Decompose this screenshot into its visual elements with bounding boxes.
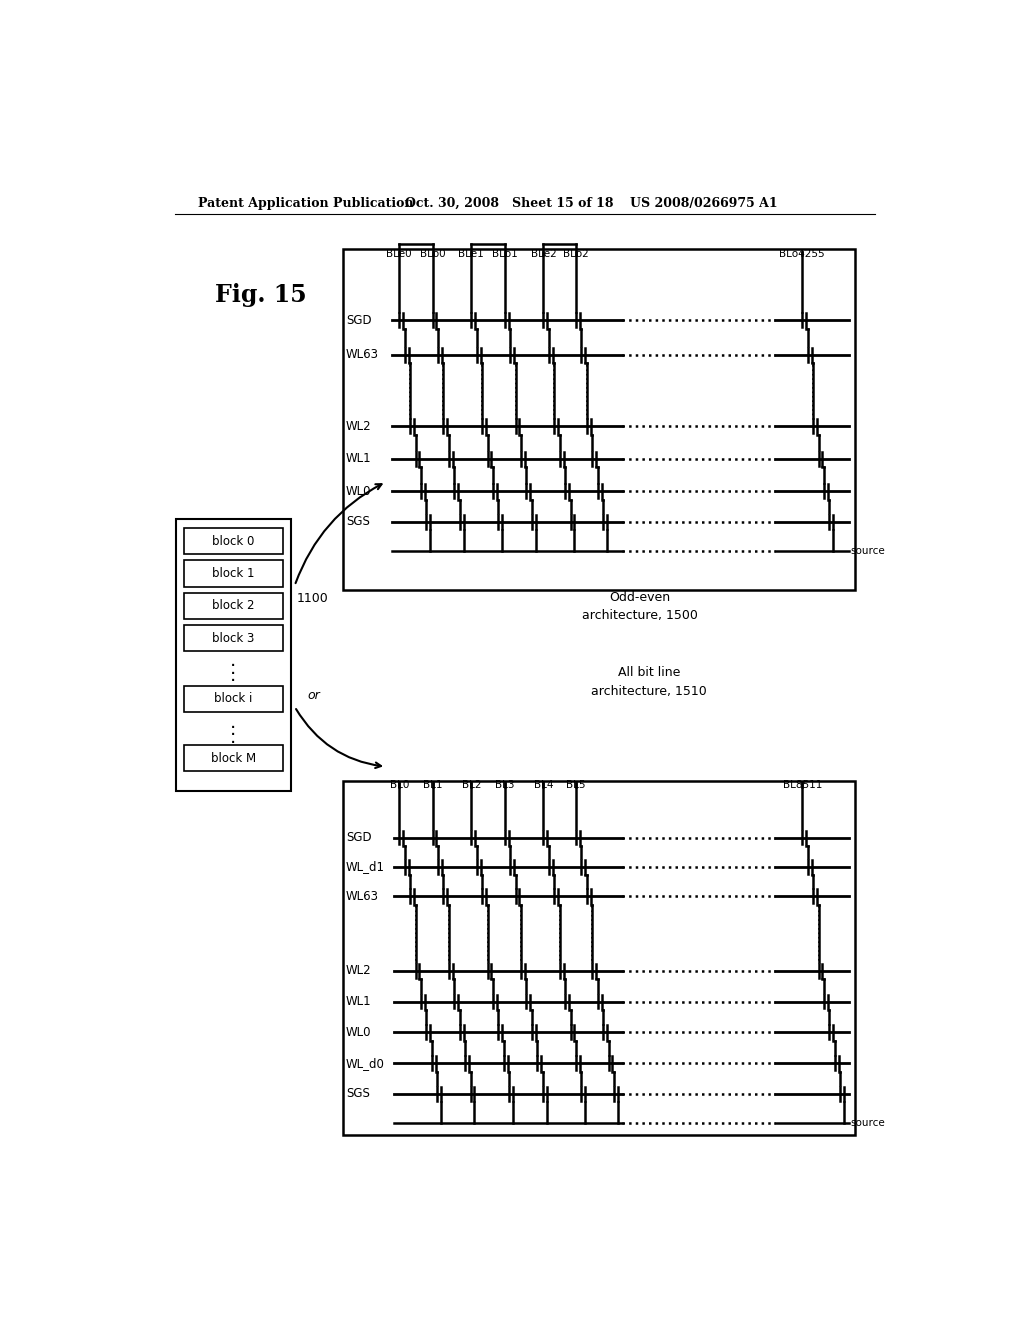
Text: SGD: SGD	[346, 314, 372, 326]
Text: WL_d0: WL_d0	[346, 1056, 385, 1069]
Text: BL8511: BL8511	[782, 780, 822, 789]
Text: Sheet 15 of 18: Sheet 15 of 18	[512, 197, 613, 210]
Text: 1100: 1100	[297, 593, 329, 606]
Text: Odd-even
architecture, 1500: Odd-even architecture, 1500	[582, 591, 697, 622]
Text: BL1: BL1	[423, 780, 442, 789]
Text: .: .	[230, 721, 237, 739]
Text: BLe1: BLe1	[459, 248, 484, 259]
Text: source: source	[850, 546, 885, 556]
Text: Patent Application Publication: Patent Application Publication	[198, 197, 414, 210]
Text: BL0: BL0	[389, 780, 409, 789]
Text: BL4: BL4	[534, 780, 553, 789]
Text: US 2008/0266975 A1: US 2008/0266975 A1	[630, 197, 778, 210]
Text: SGS: SGS	[346, 1088, 370, 1101]
Text: .: .	[230, 727, 237, 747]
Text: BLo4255: BLo4255	[779, 248, 825, 259]
Text: Fig. 15: Fig. 15	[215, 284, 306, 308]
Text: All bit line
architecture, 1510: All bit line architecture, 1510	[591, 667, 707, 697]
Text: block 0: block 0	[212, 535, 255, 548]
Text: SGS: SGS	[346, 515, 370, 528]
Text: BL5: BL5	[566, 780, 586, 789]
Bar	[183, 560, 283, 586]
Text: or: or	[308, 689, 321, 702]
Bar	[183, 528, 283, 554]
Text: BLo1: BLo1	[492, 248, 517, 259]
Text: BLo0: BLo0	[420, 248, 445, 259]
Text: BL3: BL3	[495, 780, 514, 789]
Text: WL_d1: WL_d1	[346, 861, 385, 874]
Text: block 2: block 2	[212, 599, 255, 612]
Text: BLe2: BLe2	[530, 248, 556, 259]
Text: .: .	[230, 713, 237, 731]
Text: WL0: WL0	[346, 484, 372, 498]
Text: WL1: WL1	[346, 453, 372, 465]
Text: source: source	[850, 1118, 885, 1129]
Text: WL0: WL0	[346, 1026, 372, 1039]
Bar	[183, 626, 283, 651]
Text: WL1: WL1	[346, 995, 372, 1008]
Bar	[176, 519, 291, 792]
Text: BL2: BL2	[462, 780, 481, 789]
Text: block M: block M	[211, 751, 256, 764]
Text: Oct. 30, 2008: Oct. 30, 2008	[406, 197, 500, 210]
Bar	[183, 686, 283, 711]
Text: .: .	[230, 659, 237, 677]
Bar	[343, 249, 855, 590]
Text: block i: block i	[214, 693, 253, 705]
Text: block 1: block 1	[212, 566, 255, 579]
Bar	[183, 593, 283, 619]
Text: WL2: WL2	[346, 420, 372, 433]
Text: WL63: WL63	[346, 348, 379, 362]
Text: BLo2: BLo2	[563, 248, 589, 259]
Text: BLe0: BLe0	[386, 248, 412, 259]
Text: .: .	[230, 651, 237, 671]
Bar	[183, 744, 283, 771]
Text: WL63: WL63	[346, 890, 379, 903]
Text: .: .	[230, 667, 237, 685]
Text: SGD: SGD	[346, 832, 372, 843]
Text: block 3: block 3	[212, 631, 255, 644]
Text: WL2: WL2	[346, 964, 372, 977]
Bar	[343, 780, 855, 1135]
